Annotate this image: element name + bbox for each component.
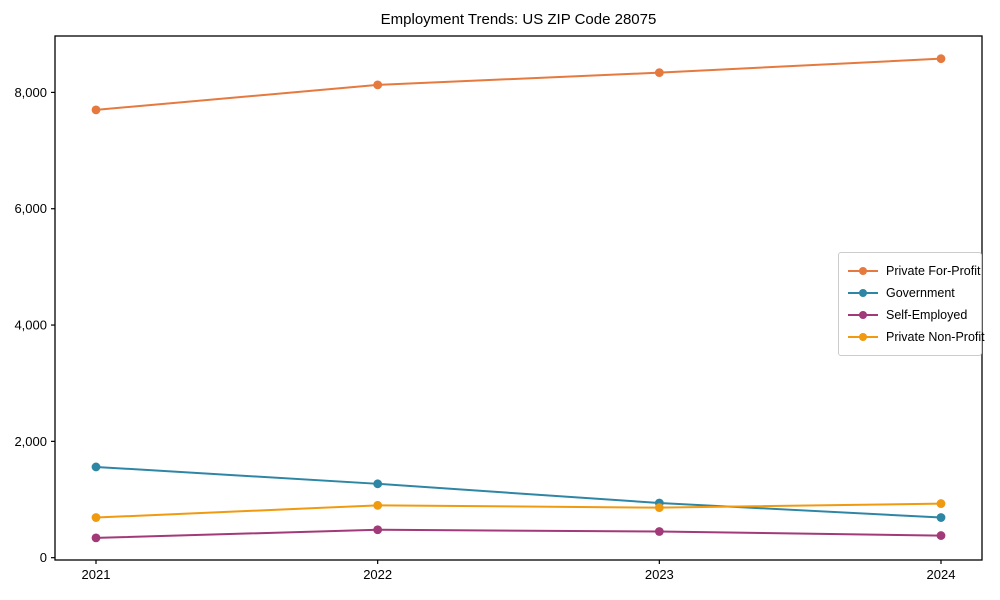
legend-label: Self-Employed	[886, 308, 968, 322]
data-point-marker	[936, 54, 946, 64]
data-point-marker	[91, 462, 101, 472]
data-point-marker	[936, 531, 946, 540]
y-tick-label: 0	[40, 550, 47, 565]
data-point-marker	[373, 80, 383, 90]
legend-dot	[859, 267, 867, 275]
legend-label: Private Non-Profit	[886, 330, 985, 344]
data-point-marker	[373, 500, 383, 510]
chart-title: Employment Trends: US ZIP Code 28075	[380, 11, 657, 28]
y-tick-label: 8,000	[14, 85, 47, 100]
data-point-marker	[654, 527, 664, 536]
axes-frame	[54, 35, 983, 561]
data-point-marker	[91, 533, 101, 543]
legend-dot	[859, 333, 867, 341]
x-tick-label: 2024	[927, 567, 956, 582]
x-tick-label: 2021	[82, 567, 111, 582]
y-tick-label: 2,000	[14, 434, 47, 449]
legend-line-marker-icon	[848, 310, 878, 320]
data-point-marker	[654, 503, 664, 513]
legend-item: Private For-Profit	[848, 260, 980, 282]
data-point-marker	[936, 499, 946, 508]
legend-item: Government	[848, 282, 973, 304]
legend-dot	[859, 289, 867, 297]
legend: Private For-Profit Government Self-Employe…	[838, 252, 985, 356]
data-point-marker	[373, 479, 383, 489]
legend-line-marker-icon	[848, 266, 878, 276]
y-tick-label: 6,000	[14, 201, 47, 216]
legend-line-marker-icon	[848, 332, 878, 342]
legend-label: Government	[886, 286, 955, 300]
series-line	[95, 502, 942, 519]
legend-item: Self-Employed	[848, 304, 973, 326]
series-line	[95, 465, 942, 519]
data-point-marker	[654, 68, 664, 78]
x-tick-label: 2023	[645, 567, 674, 582]
series-line	[95, 57, 942, 111]
series-line	[95, 528, 942, 539]
legend-item: Private Non-Profit	[848, 326, 985, 348]
data-point-marker	[91, 513, 101, 522]
y-tick-label: 4,000	[14, 318, 47, 333]
x-tick-label: 2022	[363, 567, 392, 582]
legend-dot	[859, 311, 867, 319]
legend-label: Private For-Profit	[886, 264, 981, 278]
data-point-marker	[936, 513, 946, 522]
data-point-marker	[91, 105, 101, 115]
legend-line-marker-icon	[848, 288, 878, 298]
data-point-marker	[373, 525, 383, 535]
